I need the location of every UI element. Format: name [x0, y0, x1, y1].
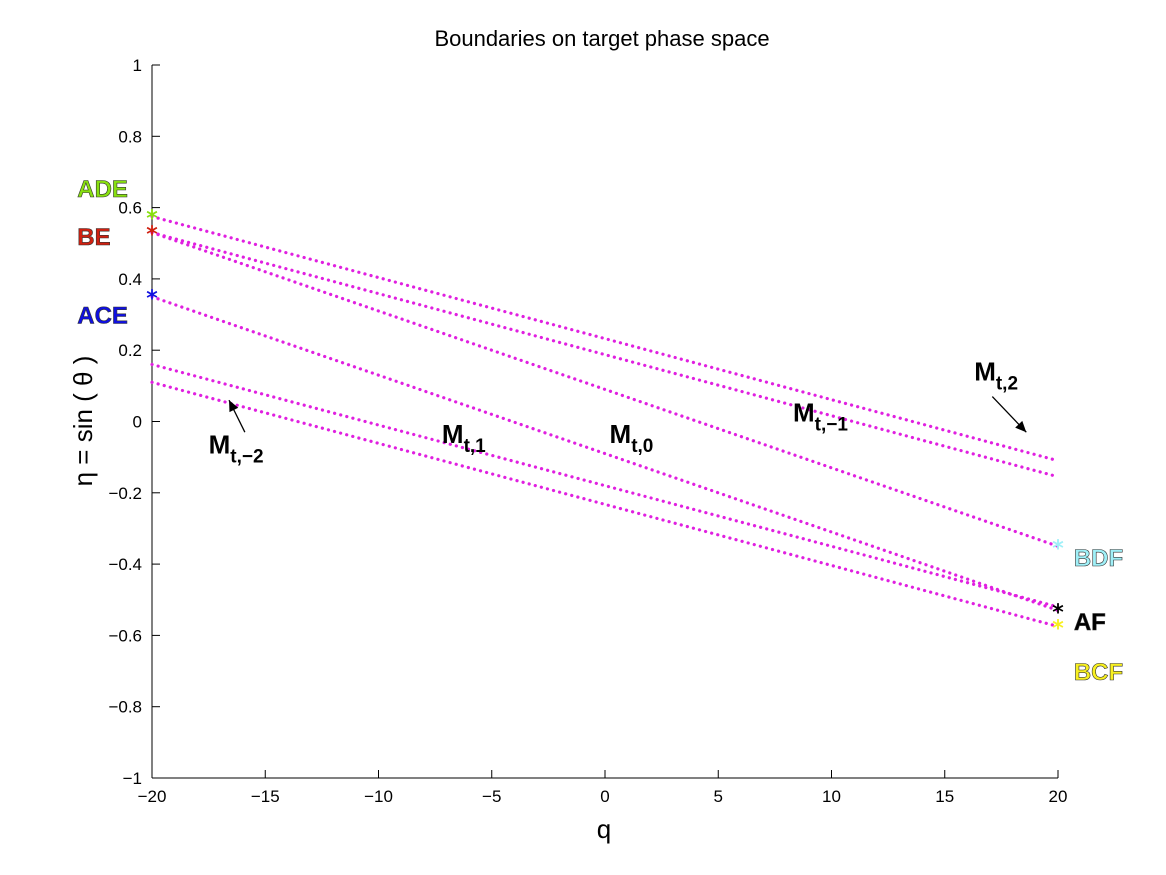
y-tick-label: −1	[123, 769, 142, 788]
curve-label-main: M	[209, 430, 231, 460]
marker-label-bdf: BDF	[1074, 545, 1123, 572]
curve-label: Mt,−2	[209, 430, 264, 468]
y-tick-label: −0.8	[108, 698, 142, 717]
boundary-curve-6	[150, 380, 1060, 629]
annotation-arrow-head	[1015, 420, 1027, 433]
x-tick-label: 10	[822, 787, 841, 806]
y-tick-label: −0.6	[108, 626, 142, 645]
asterisk-marker-ade: *	[146, 207, 158, 232]
y-tick-label: 0.8	[118, 127, 142, 146]
arrows-group	[228, 396, 1027, 433]
y-axis-label: η = sin ( θ )	[68, 356, 98, 487]
y-tick-label: −0.2	[108, 484, 142, 503]
boundary-curve-2	[150, 230, 1060, 479]
asterisk-marker-ace: *	[146, 287, 158, 312]
y-tick-label: 0.2	[118, 341, 142, 360]
x-tick-label: −5	[482, 787, 501, 806]
y-tick-label: 0	[133, 413, 142, 432]
asterisk-marker-be: *	[146, 223, 158, 248]
annotations-group: Mt,2Mt,−1Mt,0Mt,1Mt,−2	[209, 357, 1018, 468]
axes-box	[152, 65, 1058, 778]
x-tick-label: 15	[935, 787, 954, 806]
marker-label-be: BE	[77, 224, 110, 251]
annotation-arrow-head	[229, 400, 239, 413]
boundary-curve-1	[150, 214, 1060, 463]
boundary-curve-4	[150, 295, 1060, 613]
curve-label-sub: t,−1	[815, 415, 849, 436]
marker-label-af: AF	[1074, 609, 1106, 636]
chart-title: Boundaries on target phase space	[434, 26, 769, 51]
x-tick-label: −15	[251, 787, 280, 806]
curve-label-sub: t,1	[464, 436, 487, 457]
asterisk-marker-bdf: *	[1052, 536, 1064, 561]
x-ticks: −20 −15 −10 −5 0 5 10 15 20	[138, 770, 1068, 806]
x-axis-label: q	[597, 814, 611, 844]
y-tick-label: 0.6	[118, 199, 142, 218]
curve-label: Mt,1	[442, 419, 486, 457]
y-tick-label: 0.4	[118, 270, 142, 289]
y-ticks: −1 −0.8 −0.6 −0.4 −0.2 0 0.2 0.4 0.6 0.8 1	[108, 56, 160, 788]
curve-label-sub: t,0	[631, 436, 653, 457]
x-tick-label: 5	[714, 787, 723, 806]
curve-label: Mt,0	[610, 419, 654, 457]
curve-label-main: M	[793, 398, 815, 428]
plot-area	[151, 65, 1058, 779]
marker-label-ade: ADE	[77, 176, 128, 203]
y-tick-label: −0.4	[108, 555, 142, 574]
curve-label: Mt,−1	[793, 398, 848, 436]
boundary-curve-3	[150, 230, 1060, 548]
x-tick-label: −20	[138, 787, 167, 806]
marker-label-ace: ACE	[77, 303, 128, 330]
curve-label-main: M	[442, 419, 464, 449]
curve-label-sub: t,2	[996, 374, 1018, 395]
asterisk-marker-bcf: *	[1052, 616, 1064, 641]
asterisk-marker-af: *	[1052, 600, 1064, 625]
markers-group: * ADE * BE * ACE * BDF * AF * BCF	[77, 176, 1124, 687]
y-tick-label: 1	[133, 56, 142, 75]
curve-label-main: M	[974, 357, 996, 387]
curve-label: Mt,2	[974, 357, 1018, 395]
marker-label-bcf: BCF	[1074, 659, 1123, 686]
series-group	[150, 214, 1060, 629]
curve-label-sub: t,−2	[230, 447, 263, 468]
x-tick-label: 0	[600, 787, 609, 806]
x-tick-label: −10	[364, 787, 393, 806]
curve-label-main: M	[610, 419, 632, 449]
boundary-curve-5	[150, 362, 1060, 609]
x-tick-label: 20	[1049, 787, 1068, 806]
